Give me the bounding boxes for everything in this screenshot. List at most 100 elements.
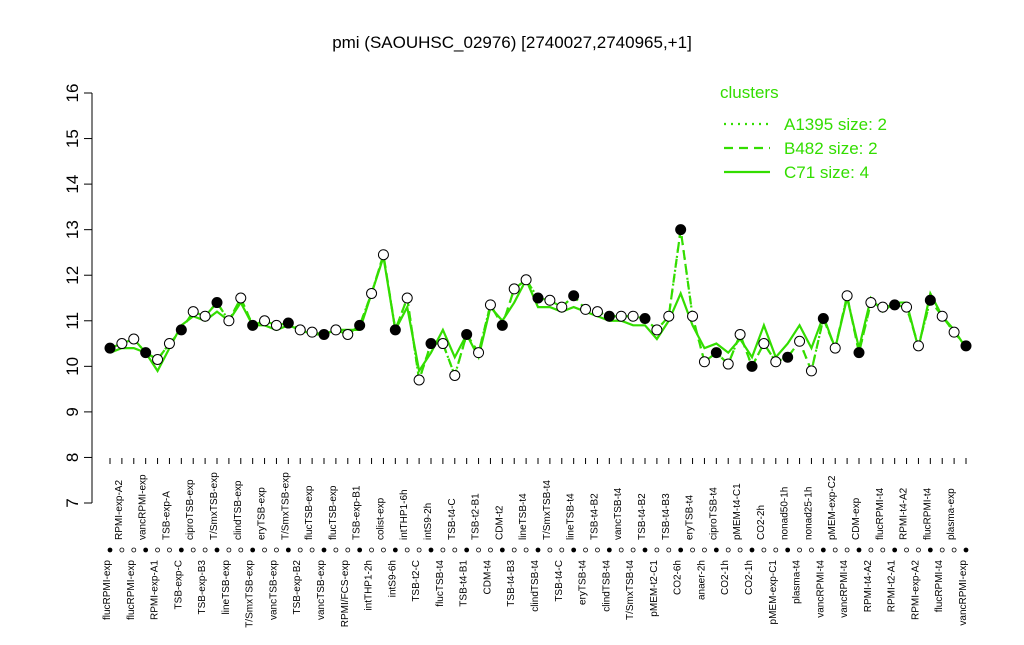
x-tick-label: vancRPMI-exp [138,474,149,540]
rug-dot [868,547,874,553]
sample-point [187,306,199,318]
rug-dot [369,547,374,553]
sample-point [116,338,128,350]
sample-point [948,326,960,338]
x-tick-label: T/SmxTSB-exp [209,472,220,540]
sample-point [651,324,663,336]
sample-point [924,294,936,306]
rug-dot [155,547,160,553]
sample-point [912,340,924,352]
sample-point [758,338,770,350]
rug-dot [737,547,743,553]
y-tick-label: 10 [63,357,82,376]
x-tick-label: CDM-t4 [482,560,493,595]
x-tick-label: pMEM-t2-C1 [649,560,660,617]
rug-dot [904,547,909,553]
rug-dot [262,547,267,553]
x-tick-label: T/SmxTSB-t4 [625,560,636,620]
x-tick-label: TSB-t4-B3 [661,493,672,540]
sample-point [580,303,592,315]
rug-dot [452,547,458,553]
rug-dot [297,547,303,553]
sample-point [377,249,389,261]
rug-dot [226,547,232,553]
sample-point [330,324,342,336]
rug-dot [666,547,672,553]
sample-point [615,310,627,322]
x-tick-label: vancTSB-t4 [613,487,624,540]
rug-dot [654,547,660,553]
rug-dot [702,547,707,553]
x-tick-label: vancRPMI-t4 [815,560,826,618]
rug-dot [274,547,279,553]
sample-point [389,324,401,336]
rug-dot [250,547,256,553]
x-tick-label: TSB-exp-B3 [197,560,208,615]
rug-dot [202,547,208,553]
rug-dot [285,547,291,553]
sample-point [532,292,544,304]
rug-dot [309,547,315,553]
y-tick-label: 11 [63,312,82,330]
rug-dot [583,547,588,553]
sample-point [901,301,913,313]
y-tick-label: 14 [63,175,82,194]
sample-point [354,319,366,331]
sample-point [128,333,140,345]
sample-point [829,342,841,354]
x-tick-label: ciproTSB-t4 [708,487,719,540]
x-tick-label: pMEM-exp-C1 [768,560,779,625]
x-tick-label: pMEM-t4-C1 [732,483,743,540]
sample-point [853,347,865,359]
sample-point [318,328,330,340]
sample-point [889,299,901,311]
sample-point [401,292,413,304]
x-tick-label: plasma-exp [946,488,957,540]
x-tick-label: flucRPMI-exp [126,560,137,620]
rug-dot [476,547,481,553]
sample-point [663,310,675,322]
sample-point [175,324,187,336]
sample-point [223,315,235,327]
sample-point [259,315,271,327]
sample-point [782,351,794,363]
sample-point [568,290,580,302]
rug-dot [440,547,446,553]
sample-point [425,338,437,350]
x-tick-label: intTHP1-6h [399,489,410,540]
sample-point [270,319,282,331]
rug-dot [773,547,779,553]
rug-dot [143,547,149,553]
y-tick-label: 9 [63,407,82,416]
sample-point [544,294,556,306]
rug-dot [464,547,470,553]
x-tick-label: flucRPMI-exp [102,560,113,620]
sample-point [461,328,473,340]
rug-dot [713,547,719,553]
sample-point [627,310,639,322]
sample-point [437,338,449,350]
sample-point [152,354,164,365]
x-tick-label: vancTSB-exp [268,560,279,620]
rug-dot [428,547,434,553]
rug-dot [856,547,862,553]
x-tick-label: flucTSB-t4 [435,560,446,607]
rug-dot [345,547,351,553]
rug-dot [678,547,684,553]
rug-dot [488,547,493,553]
rug-dot [749,547,755,553]
rug-dot [559,547,565,553]
cluster-line [109,256,967,374]
x-tick-label: flucRPMI-t4 [934,560,945,613]
rug-dot [190,547,196,553]
sample-point [734,328,746,340]
x-tick-label: eryTSB-exp [257,487,268,540]
x-tick-label: RPMI/FCS-exp [340,560,351,628]
rug-dot [916,547,921,553]
x-tick-label: vancRPMI-exp [958,560,969,626]
rug-dot [321,547,327,553]
x-tick-label: lineTSB-t4 [518,493,529,540]
rug-dot [927,547,933,553]
rug-dot [511,547,517,553]
sample-point [710,347,722,359]
